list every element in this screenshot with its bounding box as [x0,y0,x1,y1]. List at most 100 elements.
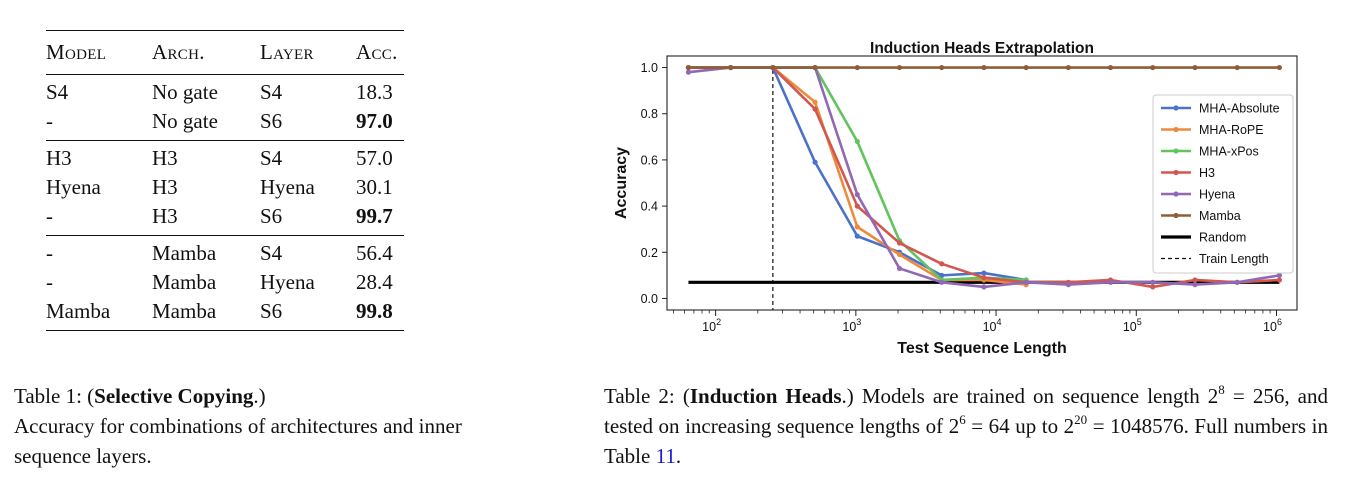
table-group-rule [46,140,404,141]
legend-label-h3: H3 [1199,166,1215,180]
caption1-bold-title: Selective Copying [94,384,254,408]
data-point-hyena [981,284,987,290]
data-point-h3 [1150,284,1156,290]
data-point-hyena [854,191,860,198]
table1-caption: Table 1: (Selective Copying.) Accuracy f… [14,381,484,471]
data-point-mamba [1065,64,1071,71]
data-point-hyena [896,265,903,272]
caption2-part5: . [675,444,682,468]
data-point-mha-rope [896,251,903,258]
cell-acc: 28.4 [356,270,393,294]
x-axis-label: Test Sequence Length [897,340,1067,357]
cell-arch: Mamba [152,241,217,265]
legend-box [1152,94,1294,274]
data-point-mha-absolute [812,159,818,165]
x-tick-label: 103 [842,317,861,334]
legend-marker-hyena [1173,191,1179,197]
x-tick-exponent: 4 [997,317,1002,327]
cell-layer: S6 [260,109,283,133]
caption1-body: Accuracy for combinations of architectur… [14,414,462,468]
data-point-mamba [1107,64,1114,71]
data-point-mha-absolute [854,233,860,239]
data-point-mamba [896,64,903,71]
data-point-h3 [939,261,945,267]
legend-label-mamba: Mamba [1199,209,1241,223]
table2-caption: Table 2: (Induction Heads.) Models are t… [604,381,1328,471]
cell-layer: S4 [260,80,283,104]
table-row: - Mamba Hyena 28.4 [46,268,404,297]
plot-frame [666,55,1298,311]
cell-acc: 56.4 [356,241,393,265]
data-point-mamba [1234,64,1240,71]
table-row: S4 No gate S4 18.3 [46,78,404,107]
table-row-group: S4 No gate S4 18.3 - No gate S6 97.0 [46,75,404,140]
data-point-mamba [728,64,734,71]
data-point-mamba [685,64,692,71]
legend-marker-mha-xpos [1173,148,1179,154]
cell-model: - [46,109,53,133]
cell-arch: Mamba [152,270,217,294]
induction-heads-chart: Induction Heads Extrapolation 0.0 0.2 0.4 0.… [613,40,1298,357]
table-row: - No gate S6 97.0 [46,107,404,136]
data-point-mha-absolute [939,272,945,278]
x-tick-base: 10 [1263,320,1277,334]
legend-marker-mha-rope [1173,126,1179,133]
data-point-mamba [812,64,818,71]
x-tick-label: 104 [983,317,1002,334]
cell-model: - [46,270,53,294]
cell-model: S4 [46,80,69,104]
y-tick-label: 0.2 [641,246,658,260]
legend-marker-mha-absolute [1173,105,1179,111]
legend-label-mha-xpos: MHA-xPos [1199,145,1259,159]
table-row: - Mamba S4 56.4 [46,239,404,268]
table-11-link[interactable]: 11 [655,444,676,468]
cell-layer: Hyena [260,175,315,199]
header-layer: Layer [260,40,314,64]
data-point-hyena [1234,279,1240,285]
data-point-h3 [981,275,987,281]
y-tick-label: 0.8 [641,107,658,121]
caption2-part2: = 256, and tested on increasing sequence… [604,384,1328,438]
x-tick-base: 10 [983,320,997,334]
data-point-h3 [812,106,818,112]
caption2-exp3: 20 [1074,412,1088,427]
selective-copying-table: Model Arch. Layer Acc. S4 No gate S4 18.3 - N… [46,30,404,331]
data-point-hyena [939,279,945,285]
legend-label-train-length: Train Length [1199,252,1269,266]
x-tick-exponent: 5 [1137,317,1142,327]
header-model: Model [46,40,107,64]
cell-arch: Mamba [152,299,217,323]
data-point-hyena [1192,282,1198,288]
table-row: Mamba Mamba S6 99.8 [46,297,404,326]
table-row: Hyena H3 Hyena 30.1 [46,173,404,202]
series-line-mha-rope [688,66,1027,286]
data-point-mamba [981,64,987,71]
data-point-mha-xpos [854,138,860,145]
series-line-mha-xpos [688,66,1027,282]
table-top-rule [46,30,404,31]
y-axis-label: Accuracy [613,147,630,219]
x-tick-base: 10 [842,320,856,334]
data-point-mamba [1023,64,1029,71]
y-tick-label: 0.6 [641,153,658,167]
data-point-hyena [1150,279,1156,285]
x-tick-exponent: 6 [1277,317,1282,327]
data-point-mamba [770,64,776,71]
cell-acc: 99.7 [356,204,393,228]
series-line-mha-absolute [688,66,1027,282]
cell-acc: 57.0 [356,146,393,170]
cell-layer: S6 [260,299,283,323]
data-point-hyena [1065,282,1071,288]
x-tick-label: 106 [1263,317,1282,334]
cell-arch: No gate [152,80,218,104]
data-point-hyena [1023,279,1029,285]
table-row: - H3 S6 99.7 [46,202,404,231]
header-arch: Arch. [152,40,205,64]
table-header-rule [46,74,404,75]
cell-layer: S4 [260,241,283,265]
cell-acc: 99.8 [356,299,393,323]
cell-acc: 18.3 [356,80,393,104]
data-point-mha-rope [854,224,860,230]
caption2-prefix: Table 2: ( [604,384,690,408]
cell-model: H3 [46,146,72,170]
